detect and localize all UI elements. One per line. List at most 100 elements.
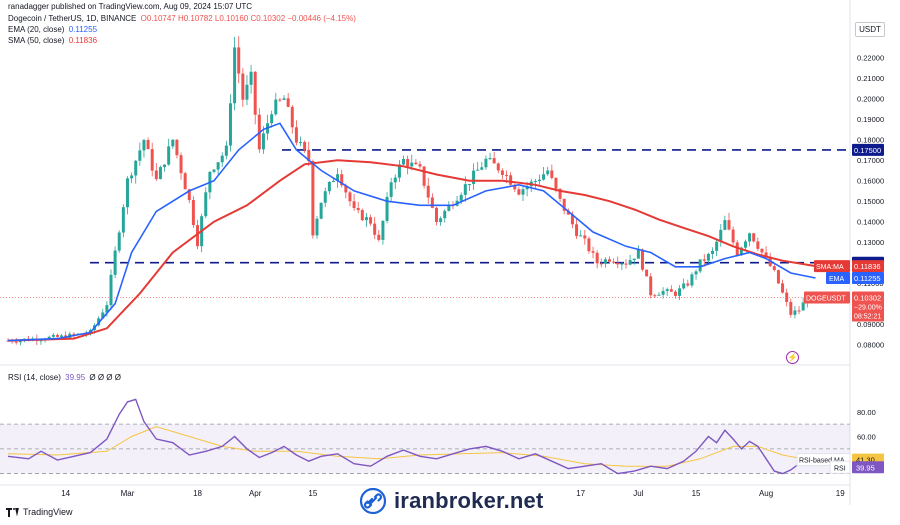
candle-body (632, 258, 636, 261)
candle-body (533, 181, 537, 183)
candle-body (315, 218, 319, 236)
price-tick: 0.14000 (857, 218, 884, 227)
tag-rsi-name-bg (829, 460, 851, 474)
candle-body (344, 185, 348, 193)
candle-body (443, 210, 447, 219)
candle-body (319, 202, 323, 219)
tag-symbol: DOGEUSDT (806, 296, 846, 303)
candle-body (402, 159, 406, 165)
tag-rsi-value: 39.95 (856, 463, 875, 472)
candle-body (496, 163, 500, 171)
tag-sma-value-bg (852, 260, 884, 273)
candle-body (439, 218, 443, 223)
rsi-pane (0, 398, 850, 475)
candle-body (121, 207, 125, 233)
tag-level-175-bg (852, 143, 884, 156)
candle-body (748, 233, 752, 242)
candle-body (109, 274, 113, 306)
candle-body (393, 177, 397, 183)
candle-body (414, 162, 418, 165)
tag-ema-name-bg (826, 271, 850, 284)
author-line: ranadagger published on TradingView.com,… (8, 2, 253, 11)
candle-body (612, 261, 616, 263)
candle-body (505, 174, 509, 176)
candle-body (480, 167, 484, 170)
candle-body (278, 99, 282, 101)
candle-body (228, 103, 232, 146)
tag-sma-name-bg (814, 260, 850, 273)
candle-body (117, 232, 121, 251)
sma-legend[interactable]: SMA (50, close) 0.11836 (8, 36, 98, 45)
candle-body (537, 179, 541, 182)
candle-body (175, 139, 179, 156)
candle-body (307, 149, 311, 162)
time-tick: 14 (61, 489, 70, 498)
candle-body (525, 186, 529, 190)
price-tick: 0.20000 (857, 95, 884, 104)
candle-body (216, 162, 220, 170)
rsi-tick: 60.00 (857, 433, 876, 442)
candle-body (138, 150, 142, 161)
rsi-legend[interactable]: RSI (14, close) 39.95 Ø Ø Ø Ø (8, 373, 121, 382)
candle-body (500, 170, 504, 175)
candle-body (793, 310, 797, 315)
price-tick: 0.17000 (857, 156, 884, 165)
candle-body (299, 142, 303, 144)
lightning-icon[interactable]: ⚡ (786, 351, 799, 364)
ema-legend[interactable]: EMA (20, close) 0.11255 (8, 25, 98, 34)
candle-body (735, 242, 739, 256)
tag-rsi-ma-value: 41.30 (856, 456, 875, 465)
candle-body (706, 253, 710, 261)
candle-body (764, 252, 768, 257)
candle-body (789, 301, 793, 315)
tag-symbol-bg (804, 291, 850, 304)
tag-rsi-bg (852, 461, 884, 474)
candle-body (727, 220, 731, 230)
ema-legend-value: 0.11255 (68, 25, 98, 34)
rsi-line (7, 398, 808, 475)
tradingview-logo[interactable]: TradingView (6, 507, 73, 517)
candle-body (171, 139, 175, 147)
support-resistance-lines (90, 149, 850, 264)
candle-body (360, 210, 364, 221)
candle-body (373, 223, 377, 235)
time-tick: 18 (193, 489, 202, 498)
candle-body (397, 164, 401, 178)
candle-body (389, 182, 393, 197)
tag-countdown: 08:52:21 (854, 314, 881, 321)
candle-body (356, 207, 360, 211)
candle-body (233, 47, 237, 104)
candle-body (669, 289, 673, 292)
candle-body (620, 263, 624, 265)
candle-body (331, 180, 335, 182)
candle-body (595, 252, 599, 264)
candle-body (797, 310, 801, 312)
tag-ema-value: 0.11255 (854, 274, 881, 283)
candle-body (546, 170, 550, 175)
price-tick: 0.08000 (857, 341, 884, 350)
currency-selector[interactable]: USDT (855, 22, 885, 37)
tag-ema-value-bg (852, 271, 884, 284)
price-tick: 0.22000 (857, 54, 884, 63)
candle-body (657, 294, 661, 296)
candle-body (739, 247, 743, 256)
candle-body (756, 241, 760, 249)
candle-body (101, 312, 105, 319)
candle-body (434, 207, 438, 223)
candle-body (130, 175, 134, 179)
link-icon (360, 488, 386, 514)
sma-legend-value: 0.11836 (68, 36, 98, 45)
candle-body (554, 177, 558, 189)
sma-50-line (7, 159, 816, 342)
candle-body (587, 238, 591, 252)
candle-body (562, 198, 566, 211)
candle-body (447, 204, 451, 211)
candle-body (385, 196, 389, 221)
candle-body (509, 175, 513, 185)
rsi-legend-value: 39.95 (65, 373, 86, 382)
candle-body (513, 184, 517, 190)
candle-body (653, 295, 657, 297)
candle-body (702, 259, 706, 261)
candle-body (282, 98, 286, 100)
